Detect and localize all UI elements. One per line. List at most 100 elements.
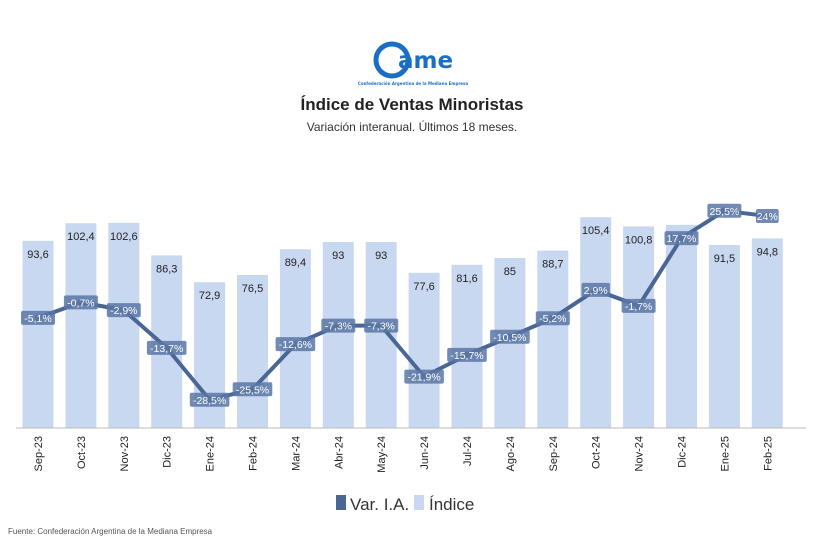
- x-tick-label: Dic-23: [162, 436, 174, 468]
- x-tick-label: Ene-25: [719, 436, 731, 471]
- bar-ene-25: [708, 245, 740, 428]
- var-ia-label: -13,7%: [150, 343, 183, 355]
- var-ia-label-box: [755, 209, 779, 223]
- var-ia-label: -5,2%: [539, 313, 566, 325]
- bar-value-label: 76,5: [242, 283, 263, 295]
- bar-sep-24: [537, 250, 569, 428]
- bar-value-label: 85: [504, 266, 516, 278]
- bar-feb-24: [237, 275, 268, 428]
- var-ia-label-box: [364, 318, 399, 333]
- x-tick-label: Mar-24: [290, 436, 302, 471]
- var-ia-label: 2,9%: [584, 285, 608, 297]
- bar-value-label: 102,4: [67, 231, 95, 243]
- x-tick-label: Dic-24: [677, 436, 689, 468]
- var-ia-label-box: [535, 311, 570, 326]
- x-tick-label: Jun-24: [419, 436, 431, 470]
- var-ia-label: -28,5%: [193, 395, 226, 407]
- var-ia-label-box: [189, 392, 230, 407]
- bar-value-label: 100,8: [625, 234, 653, 246]
- var-ia-label-box: [707, 203, 742, 218]
- logo-ring: [373, 41, 411, 79]
- var-ia-label-box: [146, 340, 187, 355]
- bar-value-label: 88,7: [542, 259, 563, 271]
- var-ia-label: -25,5%: [236, 384, 269, 396]
- var-ia-label: -1,7%: [625, 301, 652, 313]
- bar-value-label: 94,8: [757, 246, 778, 258]
- bar-sep-23: [22, 240, 54, 428]
- bar-labels-group: 93,6 102,4 102,6 86,3 72,9 76,5 89,4 93 93 77,6 81…: [27, 225, 778, 302]
- x-tick-label: May-24: [376, 436, 388, 473]
- x-tick-label: Ene-24: [205, 436, 217, 471]
- legend-label-var: Var. I.A.: [350, 495, 409, 514]
- var-ia-label: -0,7%: [67, 297, 94, 309]
- bar-value-label: 91,5: [714, 253, 735, 265]
- bar-value-label: 93: [375, 250, 387, 262]
- var-ia-label: -10,5%: [493, 332, 526, 344]
- x-tick-label: Ago-24: [505, 436, 517, 471]
- var-ia-label-box: [321, 318, 356, 333]
- bar-value-label: 86,3: [156, 263, 177, 275]
- bar-value-label: 93,6: [27, 249, 48, 261]
- bar-nov-23: [108, 222, 140, 428]
- source-note: Fuente: Confederación Argentina de la Me…: [8, 527, 213, 536]
- bar-oct-24: [580, 217, 612, 428]
- chart-subtitle: Variación interanual. Últimos 18 meses.: [307, 119, 518, 134]
- bar-value-label: 81,6: [456, 273, 477, 285]
- bar-value-label: 102,6: [110, 231, 138, 243]
- var-ia-label-box: [621, 298, 656, 313]
- var-ia-label: 25,5%: [710, 206, 740, 218]
- x-tick-label: Feb-24: [248, 436, 260, 471]
- var-ia-label: -5,1%: [24, 313, 51, 325]
- bar-dic-24: [666, 224, 697, 428]
- var-ia-label-box: [664, 231, 699, 246]
- var-ia-label-box: [447, 347, 487, 362]
- bar-jul-24: [451, 264, 483, 428]
- bar-nov-24: [623, 226, 655, 428]
- bar-value-label: 89,4: [285, 257, 306, 269]
- logo-text: ame: [398, 48, 453, 74]
- bars-group: [22, 217, 783, 428]
- x-tick-label: Sep-24: [548, 436, 560, 471]
- var-ia-label-box: [581, 282, 610, 297]
- var-ia-label-box: [490, 329, 530, 344]
- var-ia-label-box: [232, 382, 273, 397]
- x-tick-label: Jul-24: [462, 436, 474, 466]
- var-ia-label-box: [106, 303, 141, 318]
- var-ia-label-box: [63, 295, 98, 310]
- ticks-group: Sep-23 Oct-23 Nov-23 Dic-23 Ene-24 Feb-24 Mar-…: [33, 436, 774, 473]
- var-ia-line: [36, 208, 770, 402]
- var-ia-label: 17,7%: [667, 233, 697, 245]
- chart-title: Índice de Ventas Minoristas: [301, 95, 524, 114]
- bar-may-24: [365, 242, 397, 428]
- came-logo: ame Confederación Argentina de la Median…: [358, 41, 469, 86]
- bar-value-label: 72,9: [199, 290, 220, 302]
- bar-jun-24: [408, 272, 440, 428]
- legend-swatch-var: [336, 495, 346, 510]
- var-ia-label: -7,3%: [367, 321, 394, 333]
- bar-abr-24: [322, 242, 354, 428]
- legend-label-indice: Índice: [429, 495, 474, 514]
- x-tick-label: Sep-23: [33, 436, 45, 471]
- x-tick-label: Abr-24: [333, 436, 345, 469]
- x-tick-label: Nov-24: [634, 436, 646, 471]
- x-tick-label: Nov-23: [119, 436, 131, 471]
- var-ia-label: -12,6%: [279, 339, 312, 351]
- var-ia-label: 24%: [757, 211, 778, 223]
- var-ia-label: -21,9%: [407, 372, 440, 384]
- bar-oct-23: [65, 223, 97, 428]
- var-ia-label: -2,9%: [110, 305, 137, 317]
- bar-value-label: 105,4: [582, 225, 610, 237]
- bar-value-label: 93: [332, 250, 344, 262]
- bar-value-label: 77,6: [413, 281, 434, 293]
- var-ia-label-box: [21, 310, 55, 325]
- x-tick-label: Oct-24: [591, 436, 603, 469]
- legend-swatch-indice: [414, 495, 424, 510]
- bar-feb-25: [751, 238, 783, 428]
- var-ia-label-box: [275, 337, 316, 352]
- var-ia-label: -15,7%: [450, 350, 483, 362]
- logo-subtext: Confederación Argentina de la Mediana Em…: [358, 81, 469, 86]
- x-tick-label: Feb-25: [762, 436, 774, 471]
- var-ia-label: -7,3%: [325, 321, 352, 333]
- line-group: -5,1% -0,7% -2,9% -13,7% -28,5% -25,5% -12,6% -…: [21, 203, 779, 407]
